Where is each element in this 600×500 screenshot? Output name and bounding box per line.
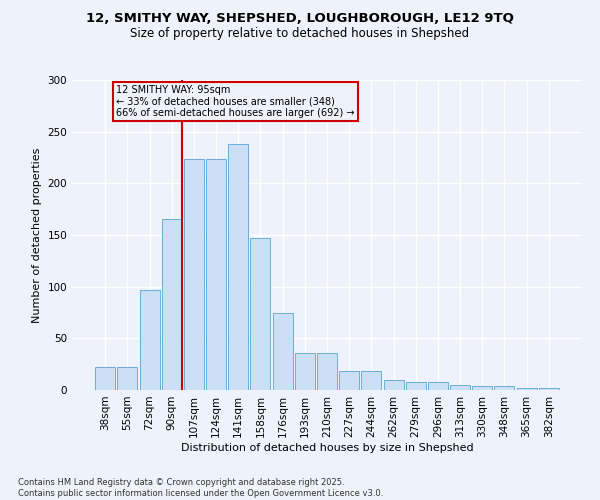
Bar — [272, 312, 293, 390]
Bar — [140, 290, 160, 390]
Bar — [383, 380, 404, 390]
Bar — [539, 388, 559, 390]
Text: 12 SMITHY WAY: 95sqm
← 33% of detached houses are smaller (348)
66% of semi-deta: 12 SMITHY WAY: 95sqm ← 33% of detached h… — [116, 85, 355, 118]
Bar — [339, 372, 359, 390]
Bar — [162, 220, 182, 390]
Bar — [118, 368, 137, 390]
X-axis label: Distribution of detached houses by size in Shepshed: Distribution of detached houses by size … — [181, 442, 473, 452]
Bar — [361, 372, 382, 390]
Bar — [295, 353, 315, 390]
Bar — [317, 353, 337, 390]
Text: Size of property relative to detached houses in Shepshed: Size of property relative to detached ho… — [130, 28, 470, 40]
Bar — [494, 386, 514, 390]
Bar — [250, 238, 271, 390]
Bar — [428, 382, 448, 390]
Text: 12, SMITHY WAY, SHEPSHED, LOUGHBOROUGH, LE12 9TQ: 12, SMITHY WAY, SHEPSHED, LOUGHBOROUGH, … — [86, 12, 514, 26]
Bar — [184, 158, 204, 390]
Bar — [95, 368, 115, 390]
Bar — [450, 385, 470, 390]
Bar — [228, 144, 248, 390]
Bar — [517, 388, 536, 390]
Bar — [206, 158, 226, 390]
Y-axis label: Number of detached properties: Number of detached properties — [32, 148, 42, 322]
Bar — [472, 386, 492, 390]
Bar — [406, 382, 426, 390]
Text: Contains HM Land Registry data © Crown copyright and database right 2025.
Contai: Contains HM Land Registry data © Crown c… — [18, 478, 383, 498]
